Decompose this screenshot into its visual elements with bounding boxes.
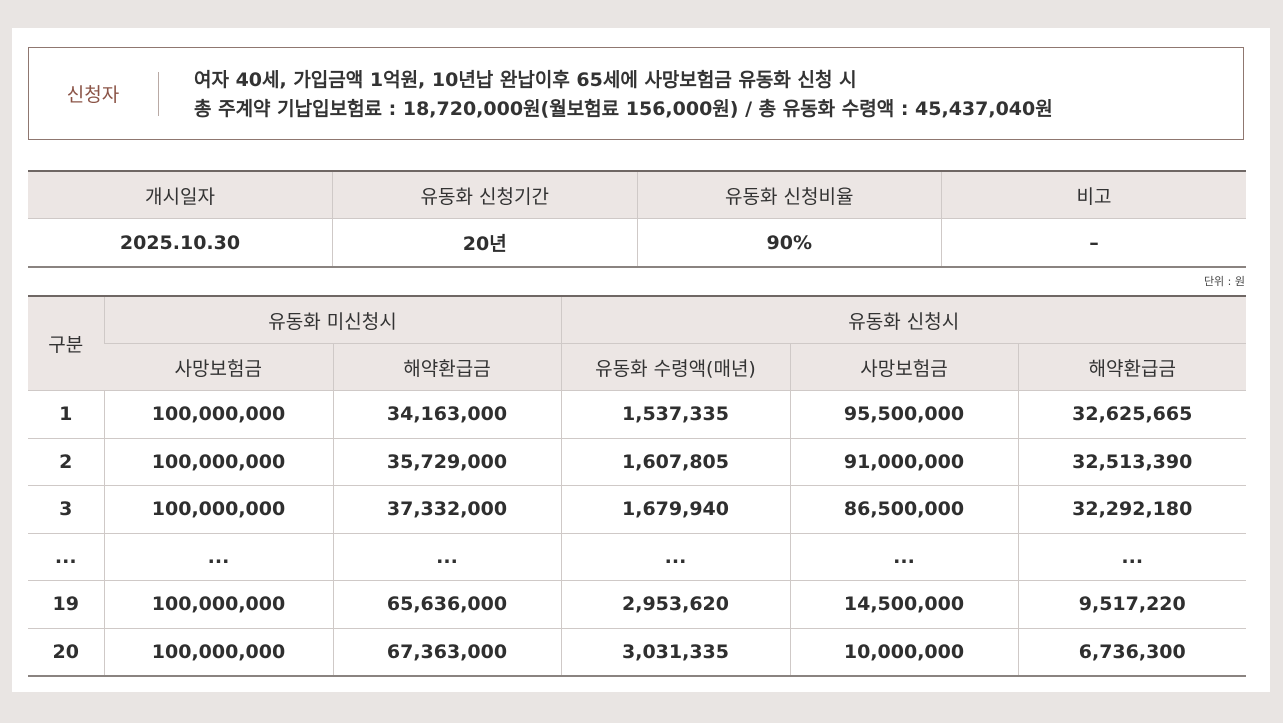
data-cell: 100,000,000: [103, 390, 333, 439]
data-cell: 32,292,180: [1017, 485, 1246, 534]
data-row: 2 100,000,000 35,729,000 1,607,805 91,000,00…: [28, 438, 1246, 486]
data-cell: 2025.10.30: [28, 218, 333, 268]
data-cell: 19: [28, 580, 104, 629]
data-cell: 3,031,335: [560, 628, 790, 677]
applicant-box: 신청자 여자 40세, 가입금액 1억원, 10년납 완납이후 65세에 사망보…: [28, 47, 1244, 140]
unit-note: 단위 : 원: [1203, 275, 1245, 288]
data-cell: 100,000,000: [103, 438, 333, 486]
summary-body: 개시일자 유동화 신청기간 유동화 신청비율 비고 2025.10.30 20년 90% –: [28, 171, 1246, 268]
header-cell: 해약환급금: [332, 343, 561, 391]
data-cell: 95,500,000: [789, 390, 1018, 439]
header-cell: 해약환급금: [1017, 343, 1246, 391]
detail-table: 구분 유동화 미신청시 유동화 신청시 사망보험금 해약환급금 유동화 수령액(매년) 사망…: [28, 295, 1246, 677]
data-cell: 20년: [332, 218, 637, 268]
data-cell: 100,000,000: [103, 580, 333, 629]
data-row: 2025.10.30 20년 90% –: [28, 218, 1246, 268]
data-row: 20 100,000,000 67,363,000 3,031,335 10,000,0…: [28, 628, 1246, 677]
header-cell: 유동화 신청기간: [332, 171, 637, 219]
data-cell: 86,500,000: [789, 485, 1018, 534]
data-cell: 1,607,805: [560, 438, 790, 486]
data-cell: –: [941, 218, 1246, 268]
header-cell: 개시일자: [28, 171, 333, 219]
data-cell: ...: [560, 533, 790, 581]
data-cell: 9,517,220: [1017, 580, 1246, 629]
data-cell: 20: [28, 628, 104, 677]
applicant-lines: 여자 40세, 가입금액 1억원, 10년납 완납이후 65세에 사망보험금 유…: [194, 66, 1053, 124]
applicant-line: 총 주계약 기납입보험료 : 18,720,000원(월보험료 156,000원…: [194, 98, 1053, 120]
data-cell: 14,500,000: [789, 580, 1018, 629]
header-cell: 사망보험금: [104, 343, 333, 391]
data-cell: 2: [28, 438, 104, 486]
data-cell: 37,332,000: [332, 485, 561, 534]
header-row: 사망보험금 해약환급금 유동화 수령액(매년) 사망보험금 해약환급금: [28, 343, 1246, 391]
data-cell: ...: [332, 533, 561, 581]
header-cell: 사망보험금: [789, 343, 1018, 391]
data-cell: 90%: [636, 218, 942, 268]
data-cell: 35,729,000: [332, 438, 561, 486]
data-cell: 1,537,335: [560, 390, 790, 439]
data-cell: 67,363,000: [332, 628, 561, 677]
header-row: 구분 유동화 미신청시 유동화 신청시: [28, 296, 1246, 391]
data-cell: ...: [28, 533, 104, 581]
data-cell: 91,000,000: [789, 438, 1018, 486]
data-cell: 3: [28, 485, 104, 534]
data-cell: 32,625,665: [1017, 390, 1246, 439]
data-cell: 100,000,000: [103, 485, 333, 534]
header-cell: 유동화 미신청시: [103, 296, 561, 344]
data-cell: ...: [1017, 533, 1246, 581]
header-cell: 비고: [941, 171, 1246, 219]
data-row: 1 100,000,000 34,163,000 1,537,335 95,500,00…: [28, 390, 1246, 439]
summary-table: 개시일자 유동화 신청기간 유동화 신청비율 비고 2025.10.30 20년 90% –: [28, 170, 1246, 268]
header-cell: 유동화 수령액(매년): [560, 343, 790, 391]
data-row: 3 100,000,000 37,332,000 1,679,940 86,500,00…: [28, 485, 1246, 534]
data-cell: 2,953,620: [560, 580, 790, 629]
header-row: 개시일자 유동화 신청기간 유동화 신청비율 비고: [28, 171, 1246, 219]
data-cell: 10,000,000: [789, 628, 1018, 677]
data-cell: 1,679,940: [560, 485, 790, 534]
header-cell: 유동화 신청시: [560, 296, 1246, 344]
detail-body: 구분 유동화 미신청시 유동화 신청시 사망보험금 해약환급금 유동화 수령액(매년) 사망…: [28, 296, 1246, 677]
data-cell: 34,163,000: [332, 390, 561, 439]
data-cell: 100,000,000: [103, 628, 333, 677]
data-cell: 6,736,300: [1017, 628, 1246, 677]
applicant-line: 여자 40세, 가입금액 1억원, 10년납 완납이후 65세에 사망보험금 유…: [194, 69, 857, 91]
header-cell: 유동화 신청비율: [636, 171, 942, 219]
data-cell: 65,636,000: [332, 580, 561, 629]
data-row: ..................: [28, 533, 1246, 581]
header-cell: 구분: [28, 296, 104, 391]
data-cell: 32,513,390: [1017, 438, 1246, 486]
data-cell: ...: [103, 533, 333, 581]
data-cell: ...: [789, 533, 1018, 581]
divider: [158, 72, 159, 116]
data-cell: 1: [28, 390, 104, 439]
data-row: 19 100,000,000 65,636,000 2,953,620 14,500,0…: [28, 580, 1246, 629]
applicant-label: 신청자: [66, 84, 120, 106]
